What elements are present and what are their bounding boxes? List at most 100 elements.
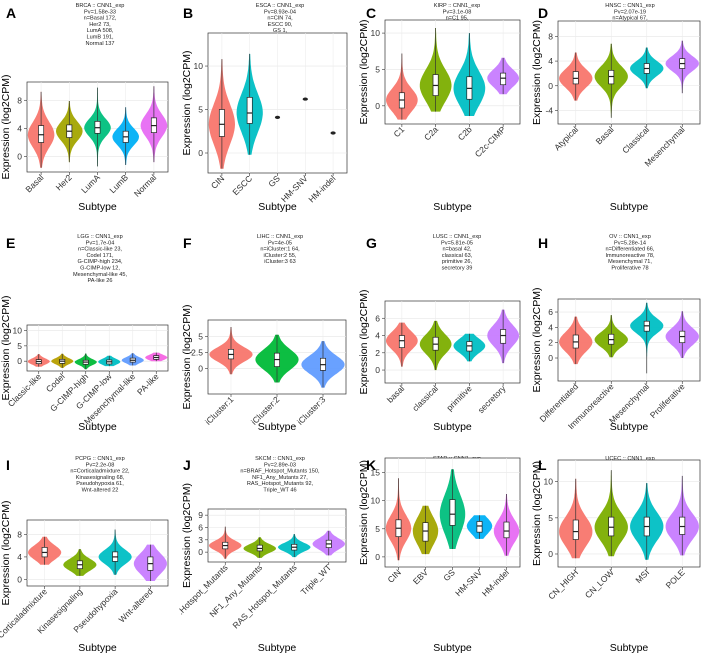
panel-title-line: Pv=5.81e-05 [441,240,473,246]
panel-title-line: secretory 39 [442,266,473,272]
x-tick-label: primitive [444,383,474,413]
x-tick-label: iCluster:1 [203,394,236,427]
x-tick-label: Basal [594,124,616,146]
x-tick-label: LumA [79,172,102,195]
x-tick-label: LumB [107,172,130,195]
box [449,499,456,526]
x-tick-label: Triple_WT [299,562,334,597]
x-tick-label: HM-SNV [279,173,310,204]
panel-title-line: LumB 191, [86,35,113,41]
y-tick-label: 2.5 [191,348,203,358]
y-axis-title: Expression (log2CPM) [181,483,193,588]
panel-title-line: iCluster:2 55, [264,253,297,259]
y-tick-label: 5 [17,341,22,351]
box [503,521,510,539]
y-tick-label: 4 [548,322,553,332]
y-tick-label: 8 [17,530,22,540]
panel-title-line: Kinasesignaling 68, [76,475,125,481]
x-axis-title: Subtype [78,642,117,654]
x-axis-title: Subtype [258,421,297,433]
y-tick-label: 4 [17,123,22,133]
y-tick-label: 10 [371,28,381,38]
panel-title-line: n=Atypical 67, [612,16,648,22]
panel-title-line: LGG :: CNN1_exp [77,234,122,240]
panel-letter: J [183,457,191,473]
panel-letter: E [6,235,15,251]
x-axis-title: Subtype [433,201,472,213]
y-tick-label: 0 [548,81,553,91]
panel-title-line: ESCA :: CNN1_exp [256,3,305,9]
y-axis-title: Expression (log2CPM) [0,74,12,179]
panel-title-line: n=iCluster:1 64, [260,247,300,253]
y-axis-title: Expression (log2CPM) [531,287,543,392]
panel-title-line: Triple_WT 46 [263,488,296,494]
panel-title-line: OV :: CNN1_exp [609,234,651,240]
panel-letter: D [538,5,548,21]
y-tick-label: 0 [375,101,380,111]
y-tick-label: 10 [13,326,23,336]
panel-letter: H [538,235,548,251]
y-tick-label: 0 [198,547,203,557]
panel-title-line: Normal 137 [86,41,115,47]
panel-title-line: PA-like 26 [87,278,112,284]
x-tick-label: CN_LOW [583,567,616,600]
panel-title-line: Mesenchymal-like 45, [73,272,128,278]
x-axis-title: Subtype [433,421,472,433]
panel-title-line: Pv=1.7e-04 [86,240,115,246]
x-tick-label: classical [410,383,440,413]
x-tick-label: RAS_Hotspot_Mutants [230,562,298,630]
y-tick-label: 0 [198,363,203,373]
x-tick-label: ESCC [230,173,254,197]
x-tick-label: GS [441,567,457,583]
panel-title-line: G-CIMP-high 234, [77,259,123,265]
y-tick-label: 15 [371,468,381,478]
plot-frame [26,324,169,372]
y-tick-label: 2 [375,348,380,358]
panel-title-line: Pv=2.07e-19 [614,9,646,15]
panel-title-line: HNSC :: CNN1_exp [605,3,654,9]
panel-title-line: SKCM :: CNN1_exp [255,456,305,462]
panel-title-line: GS 1, [273,28,288,34]
box [246,96,253,124]
y-tick-label: -4 [545,105,553,115]
panel-title-line: Her2 73, [89,22,111,28]
x-tick-label: Basal [23,172,45,194]
panel-letter: I [6,457,10,473]
y-tick-label: 5 [375,64,380,74]
box [572,71,579,85]
x-tick-label: CIN [385,567,402,584]
y-tick-label: 10 [194,61,204,71]
y-tick-label: 5 [198,105,203,115]
y-tick-label: 6 [198,522,203,532]
y-tick-label: 0 [198,148,203,158]
x-tick-label: GS [266,173,282,189]
y-tick-label: 6 [548,307,553,317]
panel-title-line: n=Basal 172, [84,16,117,22]
y-tick-label: 3 [198,535,203,545]
x-tick-label: Normal [132,172,159,199]
x-tick-label: PA-like [135,371,161,397]
y-axis-title: Expression (log2CPM) [531,461,543,566]
box [572,519,579,540]
panel-title-line: n=BRAF_Hotspot_Mutants 150, [240,469,320,475]
x-tick-label: HM-indel [306,173,337,204]
x-axis-title: Subtype [610,421,649,433]
violin-point [302,97,308,101]
panel-title-line: Pv=8.93e-04 [264,9,296,15]
plot-frame [207,508,347,563]
panel-title-line: RAS_Hotspot_Mutants 92, [247,481,314,487]
box [500,329,507,344]
panel-j: J SKCM :: CNN1_expPv=2.89e-03n=BRAF_Hotsp… [175,456,347,654]
x-tick-label: C1 [392,124,407,139]
panel-title-line: Pv=3.1e-08 [443,9,472,15]
panel-title-line: Mesenchymal 71, [608,259,652,265]
y-axis-title: Expression (log2CPM) [0,295,12,400]
y-tick-label: 0 [548,549,553,559]
x-tick-label: CN_HIGH [546,567,580,601]
panel-title-line: n=Classic-like 23, [78,247,122,253]
y-axis-title: Expression (log2CPM) [181,50,193,155]
